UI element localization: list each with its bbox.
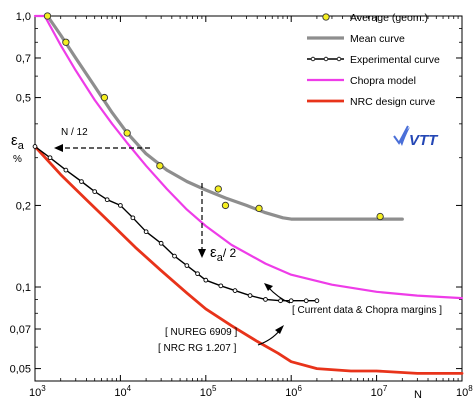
x-tick-label: 103: [29, 384, 46, 399]
experimental-point: [32, 144, 38, 149]
x-tick-labels: 103 104 105 106 107 108: [29, 384, 473, 399]
series-layer: [32, 12, 464, 375]
experimental-point: [158, 240, 164, 246]
y-axis-unit: %: [13, 154, 22, 165]
vtt-logo-check: [393, 125, 409, 145]
eps-half-arrowhead: [198, 249, 206, 258]
experimental-point: [314, 298, 320, 304]
x-tick-label: 106: [285, 384, 302, 399]
x-tick-base: 10: [456, 387, 468, 399]
x-tick-label: 104: [114, 384, 131, 399]
eps-half-label: εa/ 2: [210, 244, 236, 264]
vtt-logo-swoosh: [400, 127, 410, 146]
experimental-point: [130, 215, 136, 221]
average-point: [376, 212, 384, 221]
eps-half-symbol: ε: [210, 244, 217, 261]
y-tick-label: 0,05: [10, 364, 31, 376]
y-axis-title: εa: [11, 132, 25, 152]
average-point: [62, 38, 70, 46]
series-line-experimental-curve: [34, 145, 318, 302]
axis-ticks: [34, 15, 463, 381]
legend-swatch-average-geom: [322, 13, 330, 21]
experimental-point: [195, 271, 200, 277]
nureg-arrowhead: [275, 325, 284, 334]
average-point: [156, 162, 164, 170]
vtt-logo-text: VTT: [409, 132, 439, 149]
x-tick-label: 107: [371, 384, 388, 399]
average-point: [43, 12, 52, 20]
y-axis-symbol: ε: [11, 132, 18, 149]
experimental-point: [118, 203, 123, 208]
legend-marker: [310, 56, 316, 62]
current-data-label: [ Current data & Chopra margins ]: [292, 305, 442, 316]
n-over-12-arrowhead: [54, 144, 63, 152]
x-axis-title: N: [414, 389, 422, 401]
average-point: [221, 201, 230, 210]
legend: Average (geom.) Mean curve Experimental cu…: [307, 12, 440, 108]
x-tick-base: 10: [114, 387, 126, 399]
experimental-point: [278, 298, 283, 304]
x-tick-base: 10: [285, 387, 297, 399]
experimental-point: [143, 229, 149, 235]
legend-label-chopra-model: Chopra model: [350, 75, 416, 87]
plot-frame: [34, 15, 463, 382]
x-tick-exp: 7: [383, 384, 388, 393]
experimental-point: [247, 293, 253, 298]
vtt-logo: VTT: [393, 125, 439, 149]
experimental-point: [218, 283, 224, 289]
experimental-point: [63, 167, 69, 173]
x-tick-exp: 8: [468, 384, 473, 393]
y-tick-label: 0,5: [16, 93, 31, 105]
x-tick-exp: 6: [297, 384, 302, 393]
n-over-12-label: N / 12: [61, 127, 88, 138]
legend-label-experimental-curve: Experimental curve: [350, 54, 440, 66]
y-tick-label: 0,07: [10, 324, 31, 336]
y-tick-label: 0,1: [16, 282, 31, 294]
series-line-chopra-model: [33, 14, 464, 300]
experimental-point: [104, 197, 110, 203]
y-tick-label: 1,0: [16, 11, 31, 23]
legend-label-nrc-design-curve: NRC design curve: [350, 96, 435, 108]
legend-label-average-geom: Average (geom.): [350, 12, 428, 24]
average-point: [255, 204, 263, 213]
x-tick-exp: 3: [41, 384, 46, 393]
x-tick-label: 108: [456, 384, 473, 399]
current-data-arrowhead: [264, 283, 273, 291]
experimental-point: [263, 297, 268, 302]
experimental-point: [79, 179, 84, 184]
series-line-nrc-design-curve: [33, 145, 464, 375]
experimental-point: [172, 253, 177, 259]
experimental-point: [47, 155, 53, 161]
experimental-point: [184, 263, 190, 268]
y-tick-label: 0,7: [16, 53, 31, 65]
average-point: [214, 185, 222, 193]
average-point: [123, 129, 131, 137]
x-tick-exp: 5: [212, 384, 217, 393]
nureg-label: [ NUREG 6909 ]: [165, 327, 237, 338]
experimental-point: [232, 288, 238, 293]
experimental-point: [288, 298, 294, 304]
y-tick-label: 0,2: [16, 200, 31, 212]
annotation-arrows: [54, 144, 291, 346]
x-tick-base: 10: [371, 387, 383, 399]
experimental-point: [92, 189, 98, 194]
y-axis-sub: a: [18, 140, 25, 152]
eps-half-sub: a: [217, 252, 224, 264]
eps-half-tail: / 2: [223, 246, 237, 260]
nrc-rg-label: [ NRC RG 1.207 ]: [158, 343, 237, 354]
series-line-mean-curve: [45, 14, 404, 221]
legend-marker: [336, 56, 342, 62]
average-point: [100, 93, 109, 102]
experimental-point: [303, 298, 309, 304]
experimental-point: [203, 277, 209, 283]
legend-label-mean-curve: Mean curve: [350, 33, 405, 45]
legend-marker: [323, 56, 329, 62]
x-tick-label: 105: [200, 384, 217, 399]
y-tick-labels: 1,0 0,7 0,5 0,2 0,1 0,07 0,05: [10, 11, 31, 376]
x-tick-base: 10: [200, 387, 212, 399]
x-tick-base: 10: [29, 387, 41, 399]
x-tick-exp: 4: [127, 384, 132, 393]
